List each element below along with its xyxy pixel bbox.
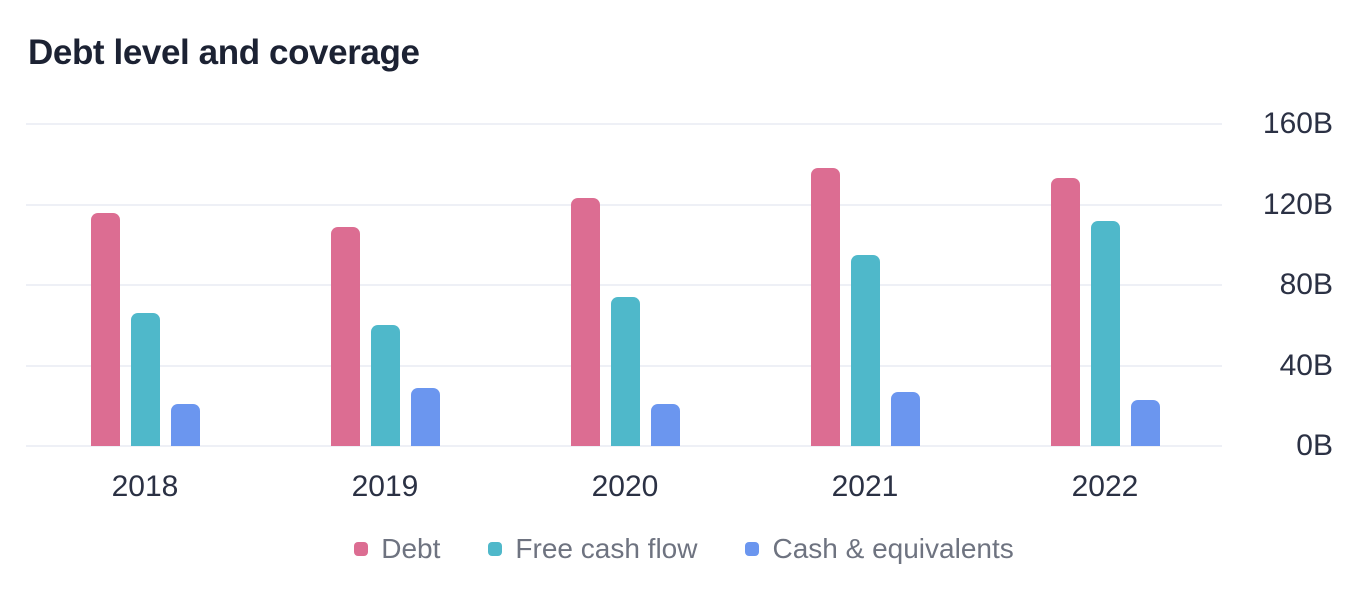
bar-cash-equivalents-2018[interactable] — [170, 403, 200, 446]
gridline — [26, 203, 1222, 206]
bar-cash-equivalents-2022[interactable] — [1130, 399, 1160, 446]
x-axis-label-2022: 2022 — [1071, 470, 1139, 503]
legend-swatch-debt — [354, 542, 369, 556]
bar-group-2020 — [570, 198, 680, 446]
bar-cash-equivalents-2021[interactable] — [890, 391, 920, 446]
plot-area — [26, 123, 1222, 447]
y-axis-tick-label: 160B — [1262, 107, 1333, 140]
bar-free-cash-flow-2019[interactable] — [370, 325, 400, 446]
gridline — [26, 445, 1222, 447]
x-axis-label-2020: 2020 — [591, 470, 659, 503]
bar-free-cash-flow-2021[interactable] — [850, 254, 880, 446]
bar-group-2021 — [810, 168, 920, 446]
legend-item-cash-equivalents[interactable]: Cash & equivalents — [745, 533, 1014, 565]
bar-debt-2020[interactable] — [570, 198, 600, 446]
gridline — [26, 123, 1222, 125]
bar-free-cash-flow-2020[interactable] — [610, 297, 640, 446]
x-axis-label-2018: 2018 — [111, 470, 179, 503]
y-axis-tick-label: 0B — [1296, 429, 1333, 462]
gridline — [26, 284, 1222, 286]
bar-cash-equivalents-2020[interactable] — [650, 403, 680, 446]
legend-item-free-cash-flow[interactable]: Free cash flow — [488, 533, 697, 565]
legend-swatch-free-cash-flow — [488, 542, 503, 556]
legend-label: Free cash flow — [515, 533, 698, 564]
bar-group-2018 — [90, 212, 200, 446]
legend-label: Cash & equivalents — [772, 533, 1014, 564]
x-axis-label-2019: 2019 — [351, 470, 419, 503]
bar-free-cash-flow-2018[interactable] — [130, 313, 160, 446]
bar-debt-2021[interactable] — [810, 168, 840, 446]
x-axis-label-2021: 2021 — [831, 470, 899, 503]
y-axis-tick-label: 80B — [1279, 268, 1333, 301]
bar-free-cash-flow-2022[interactable] — [1090, 220, 1120, 446]
legend: Debt Free cash flow Cash & equivalents — [0, 533, 1368, 565]
bar-debt-2018[interactable] — [90, 212, 120, 446]
bar-cash-equivalents-2019[interactable] — [410, 387, 440, 446]
chart-title: Debt level and coverage — [28, 33, 420, 72]
legend-label: Debt — [381, 533, 441, 564]
y-axis-tick-label: 40B — [1279, 348, 1333, 382]
legend-item-debt[interactable]: Debt — [354, 533, 440, 565]
y-axis-tick-label: 120B — [1262, 187, 1333, 221]
bar-group-2019 — [330, 226, 440, 446]
bar-debt-2022[interactable] — [1050, 178, 1080, 446]
legend-swatch-cash-equivalents — [745, 542, 760, 556]
bar-debt-2019[interactable] — [330, 226, 360, 446]
bar-group-2022 — [1050, 178, 1160, 446]
